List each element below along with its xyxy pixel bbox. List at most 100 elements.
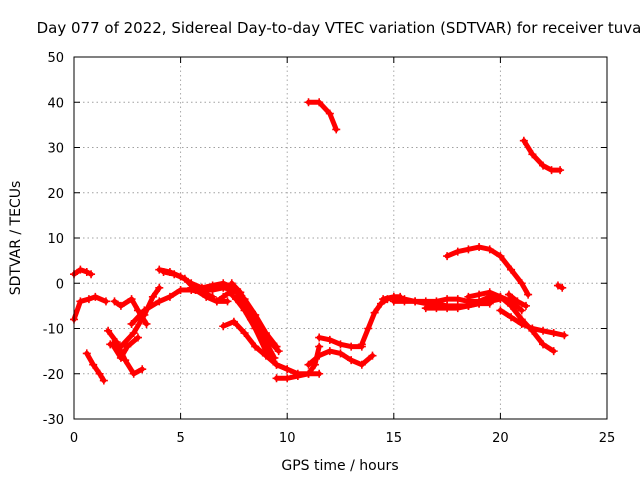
series-line: [229, 280, 277, 361]
data-point: [76, 265, 85, 274]
data-point: [475, 290, 484, 299]
x-axis-label: GPS time / hours: [281, 458, 398, 474]
series-sat-x: [464, 288, 558, 356]
data-point: [116, 353, 125, 362]
series-line: [231, 285, 282, 354]
data-point: [123, 342, 132, 351]
data-point: [443, 295, 452, 304]
data-point: [524, 290, 533, 299]
data-point: [547, 166, 556, 175]
data-point: [129, 369, 138, 378]
data-point: [225, 288, 234, 297]
data-point: [202, 292, 211, 301]
grid-lines: [74, 57, 607, 419]
series-sat-o: [229, 283, 283, 356]
data-point: [246, 315, 255, 324]
data-point: [332, 125, 341, 134]
data-point: [315, 351, 324, 360]
data-point: [304, 98, 313, 107]
data-point: [87, 270, 96, 279]
data-point: [238, 297, 247, 306]
data-point: [272, 360, 281, 369]
data-point: [389, 297, 398, 306]
y-tick-label: 50: [47, 51, 64, 66]
data-point: [539, 161, 548, 170]
data-point: [347, 356, 356, 365]
y-tick-label: 0: [56, 277, 64, 292]
data-point: [357, 360, 366, 369]
data-point: [453, 247, 462, 256]
data-point: [155, 265, 164, 274]
data-point: [558, 283, 567, 292]
data-point: [274, 347, 283, 356]
data-point: [251, 342, 260, 351]
data-point: [219, 283, 228, 292]
data-point: [116, 301, 125, 310]
data-point: [170, 270, 179, 279]
series-sat-c: [82, 349, 108, 385]
data-point: [507, 313, 516, 322]
data-point: [528, 150, 537, 159]
data-point: [82, 349, 91, 358]
data-point: [212, 297, 221, 306]
data-point: [99, 376, 108, 385]
data-point: [272, 374, 281, 383]
data-point: [325, 335, 334, 344]
series-sat-y: [496, 306, 569, 340]
data-point: [223, 297, 232, 306]
data-point: [549, 347, 558, 356]
y-tick-label: 10: [47, 232, 64, 247]
data-point: [485, 245, 494, 254]
data-point: [315, 369, 324, 378]
data-point: [129, 329, 138, 338]
x-tick-label: 15: [386, 431, 403, 446]
data-point: [95, 369, 104, 378]
series-sat-q: [304, 347, 377, 369]
data-point: [485, 299, 494, 308]
data-point: [101, 297, 110, 306]
series-sat-n: [227, 279, 279, 362]
data-point: [76, 297, 85, 306]
series-sat-f: [108, 333, 142, 362]
data-point: [347, 342, 356, 351]
data-point: [121, 356, 130, 365]
x-tick-label: 0: [70, 431, 78, 446]
series-sat-z: [504, 290, 530, 310]
data-point: [283, 365, 292, 374]
data-point: [432, 304, 441, 313]
data-point: [283, 374, 292, 383]
data-point: [507, 301, 516, 310]
data-point: [496, 292, 505, 301]
data-point: [485, 288, 494, 297]
data-point: [176, 286, 185, 295]
data-point: [464, 301, 473, 310]
data-point: [549, 329, 558, 338]
y-tick-label: 20: [47, 187, 64, 202]
data-point: [517, 306, 526, 315]
data-point: [257, 329, 266, 338]
data-series: [70, 98, 569, 385]
data-point: [219, 292, 228, 301]
data-point: [517, 279, 526, 288]
data-point: [89, 360, 98, 369]
chart-title: Day 077 of 2022, Sidereal Day-to-day VTE…: [37, 19, 640, 37]
data-point: [421, 304, 430, 313]
x-tick-label: 20: [492, 431, 509, 446]
data-point: [315, 333, 324, 342]
data-point: [539, 326, 548, 335]
data-point: [82, 267, 91, 276]
data-point: [464, 245, 473, 254]
series-line: [71, 267, 94, 277]
series-line: [306, 99, 339, 132]
data-point: [453, 295, 462, 304]
data-point: [496, 252, 505, 261]
axis-ticks: 0 5 10 15 20 25 -30 -20 -10 0 10 20 30 40 50: [43, 51, 616, 446]
data-point: [229, 283, 238, 292]
x-tick-label: 10: [279, 431, 296, 446]
data-point: [197, 286, 206, 295]
series-sat-w: [443, 243, 533, 299]
data-point: [443, 304, 452, 313]
data-point: [104, 326, 113, 335]
data-point: [133, 333, 142, 342]
series-sat-r: [315, 333, 366, 351]
